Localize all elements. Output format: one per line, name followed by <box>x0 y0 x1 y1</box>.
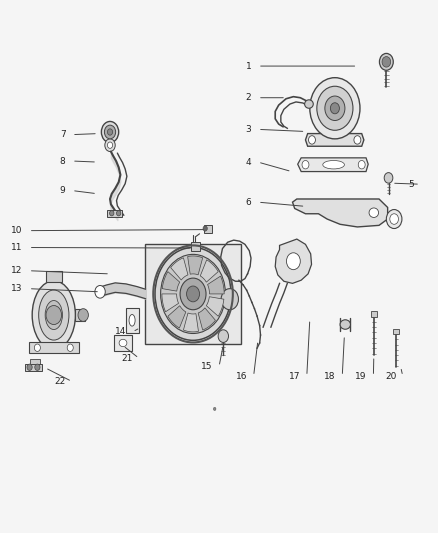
Text: 18: 18 <box>324 372 336 381</box>
Polygon shape <box>200 260 218 282</box>
Text: 8: 8 <box>60 157 66 166</box>
Text: 7: 7 <box>60 130 66 139</box>
Text: 2: 2 <box>246 93 251 102</box>
Bar <box>204 225 212 233</box>
Circle shape <box>155 247 231 341</box>
Circle shape <box>384 173 393 183</box>
Text: 21: 21 <box>121 354 133 363</box>
Polygon shape <box>187 256 203 275</box>
Circle shape <box>187 286 200 302</box>
Bar <box>393 329 399 334</box>
Ellipse shape <box>39 290 69 340</box>
Circle shape <box>386 209 402 229</box>
Text: 12: 12 <box>11 266 22 275</box>
Bar <box>46 271 62 282</box>
Ellipse shape <box>110 211 114 216</box>
Text: 4: 4 <box>246 158 251 167</box>
Circle shape <box>107 129 113 135</box>
Polygon shape <box>184 313 198 332</box>
Circle shape <box>104 125 116 139</box>
Text: 16: 16 <box>236 372 247 381</box>
Bar <box>126 308 138 333</box>
Text: 22: 22 <box>54 377 66 386</box>
Circle shape <box>67 344 73 351</box>
Ellipse shape <box>45 301 63 329</box>
Polygon shape <box>293 199 388 227</box>
Ellipse shape <box>304 100 313 108</box>
Bar <box>114 335 132 351</box>
Bar <box>74 309 85 321</box>
Circle shape <box>78 309 88 321</box>
Circle shape <box>95 286 105 298</box>
Polygon shape <box>162 272 180 291</box>
Circle shape <box>325 96 345 120</box>
Polygon shape <box>206 297 224 316</box>
Ellipse shape <box>32 281 75 349</box>
Circle shape <box>161 254 226 334</box>
Bar <box>25 364 42 371</box>
Circle shape <box>180 278 206 310</box>
Bar <box>145 244 240 344</box>
Text: 20: 20 <box>385 372 396 381</box>
Ellipse shape <box>117 211 121 216</box>
Ellipse shape <box>369 208 378 217</box>
Bar <box>191 242 200 251</box>
Text: 3: 3 <box>246 125 251 134</box>
Circle shape <box>35 364 40 370</box>
Text: 14: 14 <box>115 327 126 336</box>
Text: 13: 13 <box>11 284 22 293</box>
Ellipse shape <box>323 160 344 169</box>
Circle shape <box>310 78 360 139</box>
Polygon shape <box>305 134 364 146</box>
Bar <box>30 359 39 365</box>
Text: 9: 9 <box>60 186 66 195</box>
Bar <box>106 209 122 217</box>
Ellipse shape <box>119 340 127 346</box>
Text: 1: 1 <box>246 62 251 70</box>
Circle shape <box>330 103 339 114</box>
Circle shape <box>34 344 40 351</box>
Text: 15: 15 <box>201 362 212 371</box>
Circle shape <box>317 86 353 130</box>
Bar <box>29 342 79 353</box>
Polygon shape <box>171 258 188 280</box>
Circle shape <box>27 364 32 370</box>
Circle shape <box>203 226 207 231</box>
Circle shape <box>221 289 238 310</box>
Text: 6: 6 <box>246 198 251 207</box>
Circle shape <box>379 53 393 70</box>
Polygon shape <box>168 306 186 328</box>
Polygon shape <box>208 276 224 294</box>
Polygon shape <box>298 158 368 172</box>
Circle shape <box>213 407 216 410</box>
Circle shape <box>302 160 309 169</box>
Text: 5: 5 <box>408 180 413 189</box>
Circle shape <box>382 56 391 67</box>
Polygon shape <box>162 294 179 312</box>
Circle shape <box>101 122 119 142</box>
Text: 11: 11 <box>11 243 22 252</box>
Polygon shape <box>275 239 311 284</box>
Circle shape <box>286 253 300 270</box>
Circle shape <box>107 142 113 148</box>
Circle shape <box>105 139 115 151</box>
Circle shape <box>354 136 361 144</box>
Ellipse shape <box>129 314 135 326</box>
Circle shape <box>218 330 229 342</box>
Text: 19: 19 <box>355 372 367 381</box>
Text: 17: 17 <box>289 372 300 381</box>
Polygon shape <box>198 308 215 330</box>
Circle shape <box>390 214 399 224</box>
Circle shape <box>308 136 315 144</box>
Ellipse shape <box>340 320 350 329</box>
Text: 10: 10 <box>11 226 22 235</box>
Circle shape <box>46 305 62 325</box>
Circle shape <box>358 160 365 169</box>
Bar <box>371 311 377 317</box>
